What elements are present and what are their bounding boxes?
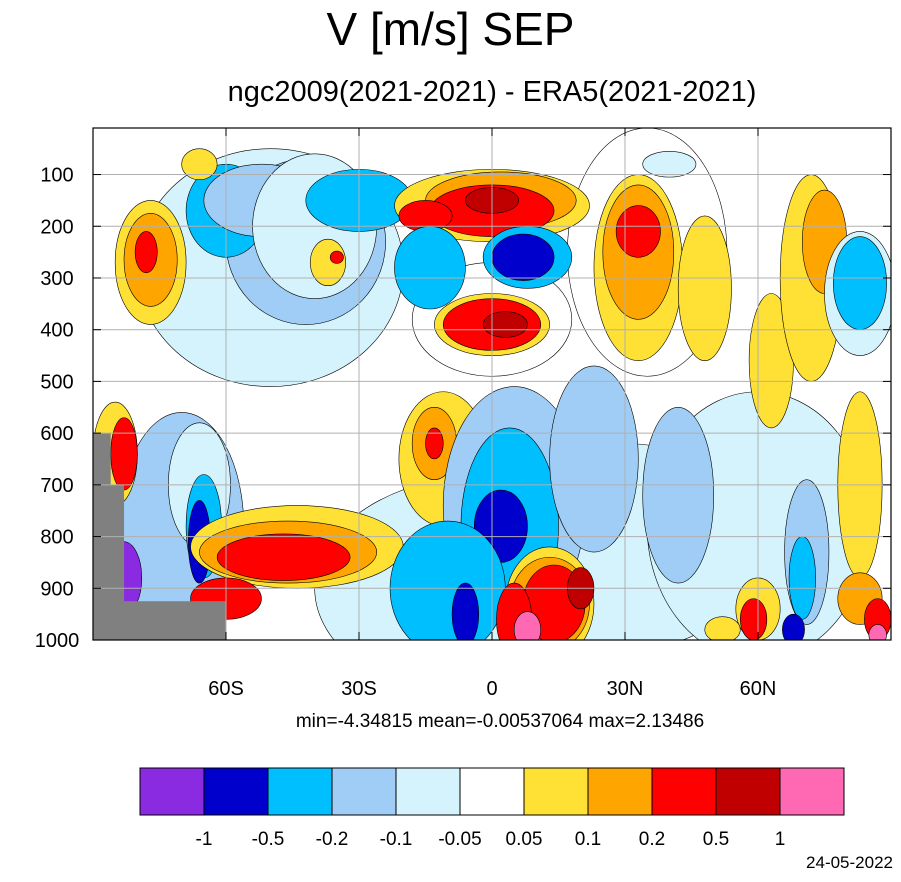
colorbar-label: 0.5 [703,829,729,850]
contour-blob [739,598,768,640]
contour-blob [642,150,697,178]
x-tick-label: 30S [341,678,377,700]
colorbar-label: -0.1 [380,829,413,850]
x-axis: 60S 30S 0 30N 60N [208,128,776,700]
y-tick-label: 500 [40,371,73,393]
contour-blob [868,624,887,640]
y-tick-label: 1000 [35,630,80,652]
x-tick-label: 30N [607,678,644,700]
contour-blob [329,250,344,264]
contour-blob [451,582,479,640]
stats-text: min=-4.34815 mean=-0.00537064 max=2.1348… [295,711,705,732]
y-tick-label: 600 [40,423,73,445]
y-tick-label: 100 [40,165,73,187]
y-tick-label: 300 [40,268,73,290]
colorbar-label: -0.2 [316,829,349,850]
contour-blob [782,613,805,640]
colorbar: -1 -0.5 -0.2 -0.1 -0.05 0.05 0.1 0.2 0.5 1 [139,767,845,850]
contour-blob [833,236,887,330]
colorbar-label: -0.05 [438,829,481,850]
contour-blob [216,533,351,581]
colorbar-swatch [715,767,781,816]
colorbar-swatch [139,767,205,816]
colorbar-swatch [587,767,653,816]
colorbar-swatch [331,767,397,816]
contour-blob [425,427,444,460]
y-tick-label: 700 [40,475,73,497]
colorbar-swatch [395,767,461,816]
colorbar-label: 0.1 [575,829,601,850]
colorbar-label: -1 [196,829,213,850]
x-tick-label: 60N [740,678,777,700]
y-tick-label: 200 [40,216,73,238]
contour-blob [181,148,218,181]
y-tick-label: 800 [40,527,73,549]
colorbar-swatch [523,767,589,816]
colorbar-swatch [203,767,269,816]
contour-blob [491,233,555,281]
contour-blob [549,365,639,553]
topo-mask [93,601,226,640]
plot-title: V [m/s] SEP [326,3,575,55]
contour-blob [482,311,528,338]
colorbar-swatch [267,767,333,816]
y-tick-label: 900 [40,578,73,600]
colorbar-swatch [459,767,525,816]
contour-blob [134,231,158,274]
contour-blob [110,417,138,491]
plot-subtitle: ngc2009(2021-2021) - ERA5(2021-2021) [227,76,757,108]
contour-blob [677,215,732,362]
colorbar-swatch [779,767,845,816]
colorbar-swatch [651,767,717,816]
contour-blob [513,611,542,640]
contour-blob [704,616,741,640]
contour-blob [788,536,816,620]
contour-blob [394,225,466,310]
x-tick-label: 60S [208,678,244,700]
contour-blob [642,406,714,584]
contour-blob [615,205,661,258]
colorbar-label: 1 [775,829,786,850]
colorbar-label: -0.5 [252,829,285,850]
date-stamp: 24-05-2022 [806,853,893,872]
x-tick-label: 0 [486,678,497,700]
y-tick-label: 400 [40,320,73,342]
colorbar-label: 0.2 [639,829,665,850]
colorbar-label: 0.05 [506,829,543,850]
y-axis: 100 200 300 400 500 600 700 800 900 1000 [35,165,891,652]
